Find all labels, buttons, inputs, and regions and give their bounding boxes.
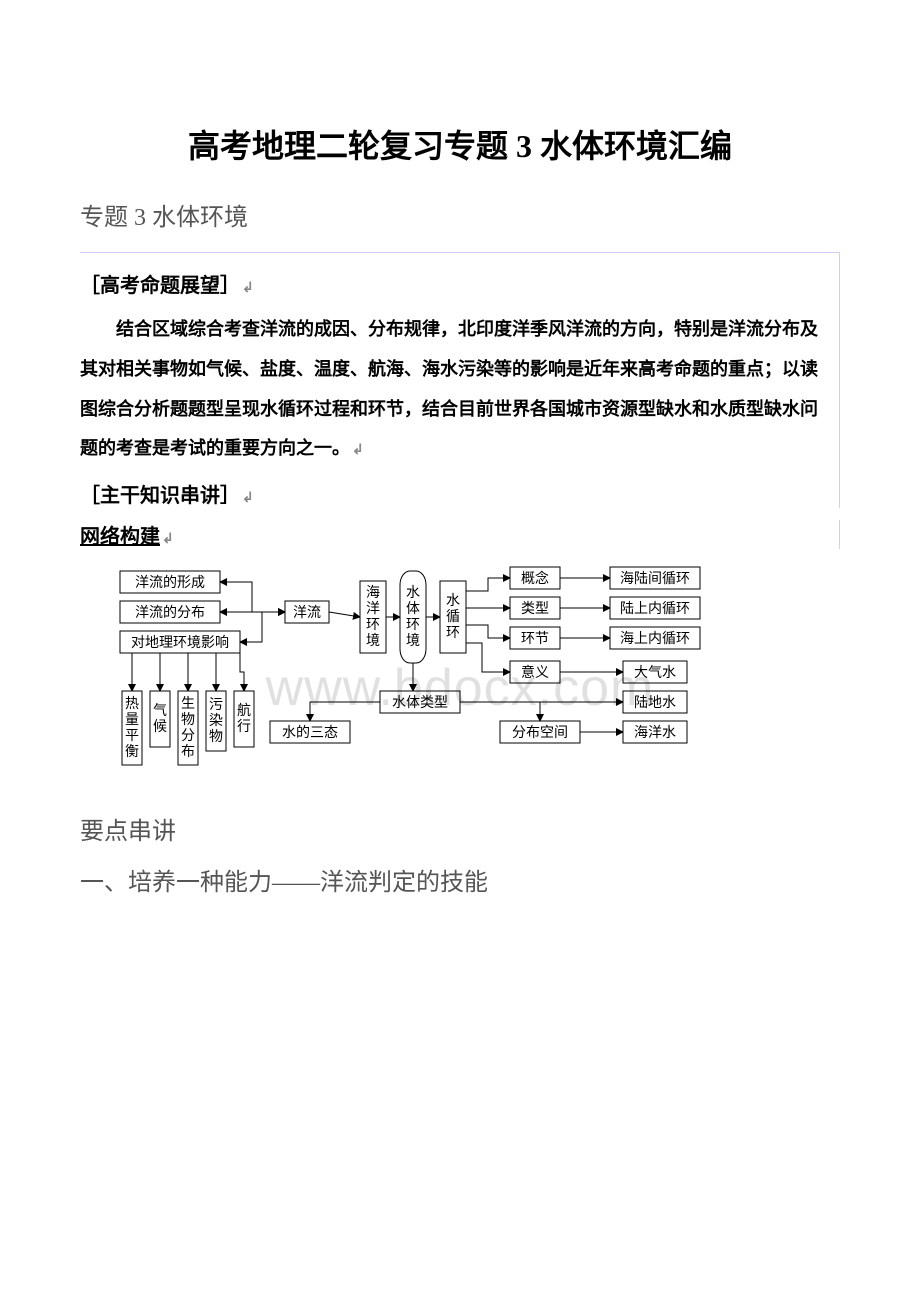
- diagram-node-b_space: 分布空间: [500, 721, 580, 743]
- svg-text:量: 量: [125, 712, 139, 728]
- network-heading: 网络构建↲: [80, 520, 835, 549]
- diagram-node-b_nav: 航行: [234, 691, 254, 747]
- svg-text:热: 热: [125, 696, 139, 712]
- diagram-node-b_form: 洋流的形成: [120, 571, 220, 593]
- svg-text:陆上内循环: 陆上内循环: [620, 601, 690, 617]
- diagram-node-b_waterenv: 水体环境: [400, 571, 426, 663]
- diagram-node-b_link: 环节: [510, 627, 560, 649]
- svg-text:环节: 环节: [521, 631, 549, 647]
- svg-text:航: 航: [237, 703, 251, 719]
- diagram-node-b_sea: 海洋水: [623, 721, 687, 743]
- svg-text:境: 境: [366, 633, 380, 649]
- section-body-1: 结合区域综合考查洋流的成因、分布规律，北印度洋季风洋流的方向，特别是洋流分布及其…: [80, 310, 835, 468]
- svg-text:水的三态: 水的三态: [282, 725, 338, 741]
- diagram-node-b_poll: 污染物: [206, 691, 226, 751]
- svg-text:海: 海: [366, 585, 380, 601]
- diagram-node-b_heat: 热量平衡: [122, 691, 142, 765]
- diagram-node-b_bio: 生物分布: [178, 691, 198, 765]
- svg-text:环: 环: [406, 618, 420, 633]
- svg-text:染: 染: [209, 713, 223, 729]
- svg-text:水: 水: [446, 593, 460, 609]
- svg-text:海洋水: 海洋水: [634, 725, 676, 741]
- svg-text:衡: 衡: [125, 744, 139, 760]
- return-arrow-icon: ↲: [352, 441, 364, 457]
- diagram-node-b_infl: 对地理环境影响: [120, 631, 240, 653]
- svg-text:体: 体: [406, 601, 420, 617]
- diagram-node-b_wtype: 水体类型: [380, 691, 460, 713]
- diagram-node-b_concept: 概念: [510, 567, 560, 589]
- network-section: 网络构建↲: [80, 520, 840, 549]
- svg-text:平: 平: [125, 729, 139, 744]
- svg-text:污: 污: [209, 697, 223, 713]
- svg-text:分布空间: 分布空间: [512, 725, 568, 741]
- subtitle: 专题 3 水体环境: [80, 197, 840, 232]
- svg-text:循: 循: [446, 609, 460, 625]
- section-heading-1: ［高考命题展望］↲: [80, 269, 835, 298]
- diagram-node-b_dist: 洋流的分布: [120, 601, 220, 623]
- return-arrow-icon: ↲: [242, 489, 254, 505]
- svg-text:大气水: 大气水: [634, 665, 676, 681]
- diagram-node-b_three: 水的三态: [270, 721, 350, 743]
- svg-text:生: 生: [181, 696, 195, 712]
- section-heading-1-text: ［高考命题展望］: [80, 275, 240, 297]
- svg-text:物: 物: [209, 729, 223, 745]
- concept-diagram: www.bdocx.com 洋流的形成洋流的分布对地理环境影响洋流海洋环境水体环…: [80, 561, 840, 791]
- svg-text:洋流的形成: 洋流的形成: [135, 575, 205, 591]
- return-arrow-icon: ↲: [162, 530, 174, 547]
- svg-text:布: 布: [181, 744, 195, 760]
- section-heading-2-text: ［主干知识串讲］: [80, 485, 240, 507]
- svg-text:洋流的分布: 洋流的分布: [135, 605, 205, 621]
- diagram-node-b_cycle: 水循环: [440, 581, 466, 653]
- svg-text:海上内循环: 海上内循环: [620, 631, 690, 647]
- diagram-node-b_ocean: 洋流: [285, 601, 329, 623]
- return-arrow-icon: ↲: [242, 279, 254, 295]
- main-title: 高考地理二轮复习专题 3 水体环境汇编: [80, 121, 840, 167]
- svg-text:候: 候: [153, 719, 167, 735]
- svg-text:意义: 意义: [521, 664, 549, 681]
- diagram-svg: 洋流的形成洋流的分布对地理环境影响洋流海洋环境水体环境水循环概念类型环节意义海陆…: [80, 561, 780, 791]
- diagram-node-b_marine: 海洋环境: [360, 581, 386, 653]
- svg-text:环: 环: [366, 618, 380, 633]
- document-page: 高考地理二轮复习专题 3 水体环境汇编 专题 3 水体环境 ［高考命题展望］↲ …: [0, 0, 920, 993]
- svg-text:陆地水: 陆地水: [634, 695, 676, 711]
- svg-text:行: 行: [237, 719, 251, 735]
- svg-text:洋: 洋: [366, 601, 380, 617]
- diagram-node-b_mean: 意义: [510, 661, 560, 683]
- keypoint-heading: 要点串讲: [80, 811, 840, 846]
- svg-text:境: 境: [406, 633, 420, 649]
- section-body-1-text: 结合区域综合考查洋流的成因、分布规律，北印度洋季风洋流的方向，特别是洋流分布及其…: [80, 319, 818, 458]
- svg-text:物: 物: [181, 712, 195, 728]
- network-heading-text: 网络构建: [80, 526, 160, 548]
- svg-text:概念: 概念: [521, 570, 549, 587]
- svg-text:类型: 类型: [521, 601, 549, 617]
- diagram-node-b_clim: 气候: [150, 691, 170, 747]
- svg-text:水体类型: 水体类型: [392, 695, 448, 711]
- svg-text:分: 分: [181, 728, 195, 744]
- section-heading-2: ［主干知识串讲］↲: [80, 479, 835, 508]
- section-exam-outlook: ［高考命题展望］↲ 结合区域综合考查洋流的成因、分布规律，北印度洋季风洋流的方向…: [80, 252, 840, 507]
- svg-text:环: 环: [446, 626, 460, 641]
- svg-text:水: 水: [406, 585, 420, 601]
- diagram-node-b_ld: 陆上内循环: [610, 597, 700, 619]
- diagram-node-b_atmo: 大气水: [623, 661, 687, 683]
- diagram-node-b_hl: 海陆间循环: [610, 567, 700, 589]
- svg-text:对地理环境影响: 对地理环境影响: [131, 635, 229, 651]
- diagram-node-b_hs: 海上内循环: [610, 627, 700, 649]
- diagram-node-b_land: 陆地水: [623, 691, 687, 713]
- diagram-node-b_type: 类型: [510, 597, 560, 619]
- keypoint-item-1: 一、培养一种能力——洋流判定的技能: [80, 862, 840, 897]
- svg-text:海陆间循环: 海陆间循环: [620, 571, 690, 587]
- svg-text:气: 气: [153, 703, 167, 719]
- svg-text:洋流: 洋流: [293, 605, 321, 621]
